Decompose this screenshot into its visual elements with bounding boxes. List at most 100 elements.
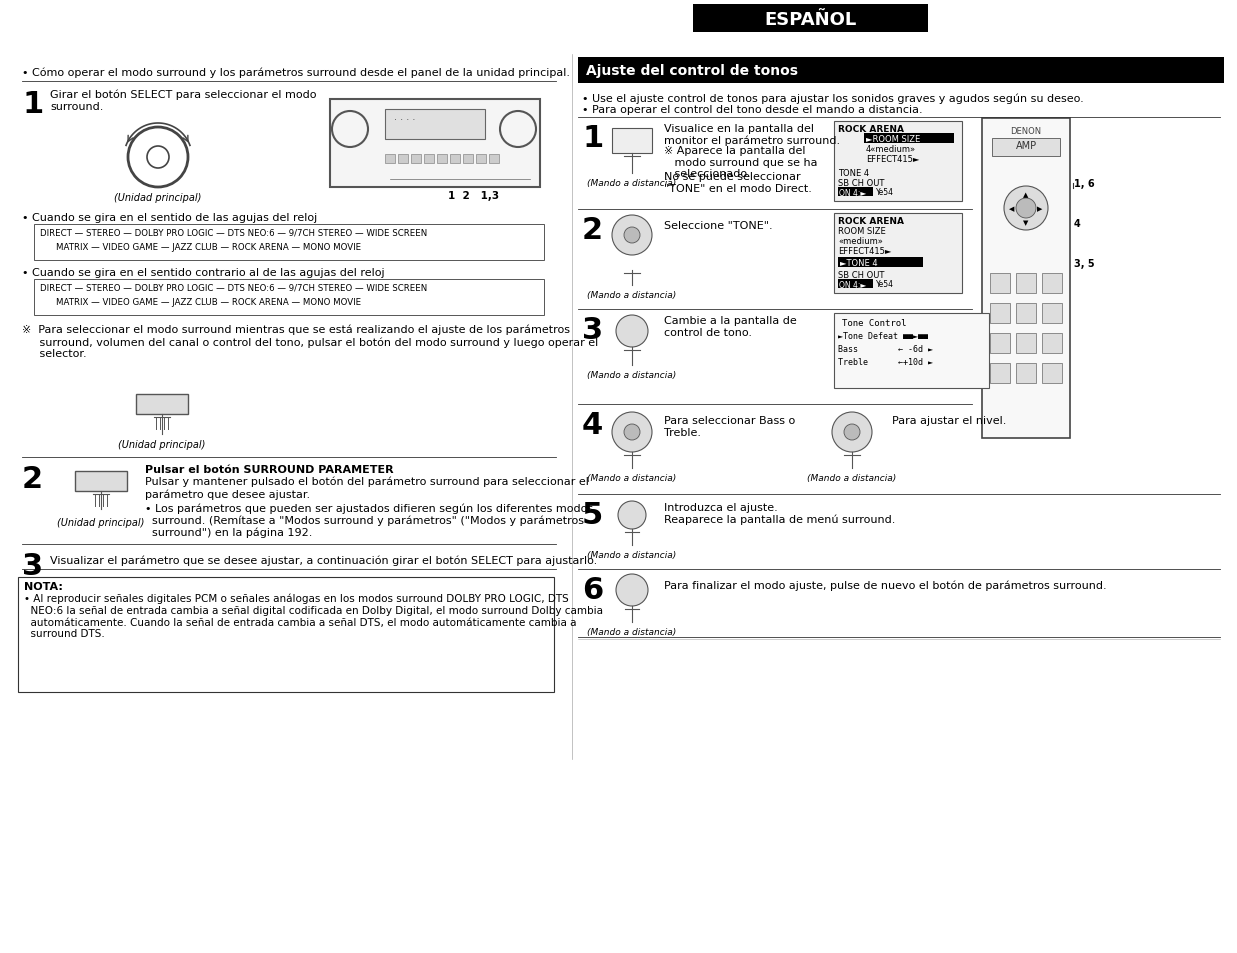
Text: TONE 4: TONE 4 — [837, 169, 870, 178]
Text: 5: 5 — [581, 500, 604, 530]
Text: Treble      ←+10d ►: Treble ←+10d ► — [837, 357, 933, 367]
Text: Pulsar y mantener pulsado el botón del parámetro surround para seleccionar el
pa: Pulsar y mantener pulsado el botón del p… — [145, 476, 589, 499]
Text: (Unidad principal): (Unidad principal) — [119, 439, 205, 450]
Bar — [990, 274, 1009, 294]
Text: 4: 4 — [581, 411, 604, 439]
Bar — [990, 364, 1009, 384]
Text: ※ Aparece la pantalla del
   modo surround que se ha
   seleccionado.: ※ Aparece la pantalla del modo surround … — [664, 146, 818, 179]
Text: • Para operar el control del tono desde el mando a distancia.: • Para operar el control del tono desde … — [581, 105, 923, 115]
Bar — [612, 129, 652, 153]
Bar — [75, 472, 127, 492]
Bar — [463, 154, 473, 164]
Text: • Cuando se gira en el sentido contrario al de las agujas del reloj: • Cuando se gira en el sentido contrario… — [22, 268, 385, 277]
Text: · · · ·: · · · · — [395, 115, 416, 125]
Text: No se puede seleccionar
"TONE" en el modo Direct.: No se puede seleccionar "TONE" en el mod… — [664, 172, 811, 193]
Bar — [330, 100, 541, 188]
Text: Para finalizar el modo ajuste, pulse de nuevo el botón de parámetros surround.: Para finalizar el modo ajuste, pulse de … — [664, 580, 1107, 591]
Circle shape — [623, 228, 640, 244]
Circle shape — [844, 424, 860, 440]
Bar — [476, 154, 486, 164]
Bar — [982, 119, 1070, 438]
Bar — [990, 304, 1009, 324]
Circle shape — [618, 501, 646, 530]
Text: Ye54: Ye54 — [876, 280, 894, 289]
Text: DENON: DENON — [1011, 127, 1042, 136]
Text: 4«medium»: 4«medium» — [866, 145, 917, 153]
Bar — [33, 280, 544, 315]
Text: (Mando a distancia): (Mando a distancia) — [808, 474, 897, 482]
Text: • Los parámetros que pueden ser ajustados difieren según los diferentes modos
  : • Los parámetros que pueden ser ajustado… — [145, 502, 593, 537]
Bar — [398, 154, 408, 164]
Text: 1: 1 — [22, 90, 43, 119]
Text: 2: 2 — [22, 464, 43, 494]
Text: ◀: ◀ — [1009, 206, 1014, 212]
Text: ※  Para seleccionar el modo surround mientras que se está realizando el ajuste d: ※ Para seleccionar el modo surround mien… — [22, 325, 599, 359]
Text: ROOM SIZE: ROOM SIZE — [837, 227, 886, 235]
Bar — [489, 154, 499, 164]
Bar — [1016, 364, 1037, 384]
Text: • Cuando se gira en el sentido de las agujas del reloj: • Cuando se gira en el sentido de las ag… — [22, 213, 317, 223]
Text: 1, 6: 1, 6 — [1074, 179, 1095, 189]
Text: EFFECT415►: EFFECT415► — [866, 154, 919, 164]
Text: • Cómo operar el modo surround y los parámetros surround desde el panel de la un: • Cómo operar el modo surround y los par… — [22, 68, 570, 78]
Bar — [837, 257, 923, 268]
Circle shape — [623, 424, 640, 440]
Bar — [693, 5, 928, 33]
Text: (Mando a distancia): (Mando a distancia) — [588, 627, 677, 637]
Text: «medium»: «medium» — [837, 236, 883, 246]
Text: ▲: ▲ — [1023, 192, 1029, 198]
Text: Para ajustar el nivel.: Para ajustar el nivel. — [892, 416, 1007, 426]
Text: Ye54: Ye54 — [876, 188, 894, 196]
Bar — [834, 314, 990, 389]
Circle shape — [616, 575, 648, 606]
Text: Seleccione "TONE".: Seleccione "TONE". — [664, 221, 773, 231]
Text: (Unidad principal): (Unidad principal) — [57, 517, 145, 527]
Text: 1: 1 — [581, 124, 604, 152]
Text: Para seleccionar Bass o
Treble.: Para seleccionar Bass o Treble. — [664, 416, 795, 437]
Bar — [136, 395, 188, 415]
Text: 1  2   1,3: 1 2 1,3 — [448, 191, 499, 201]
Text: ►TONE 4: ►TONE 4 — [840, 258, 877, 268]
Bar — [33, 225, 544, 261]
Text: DIRECT — STEREO — DOLBY PRO LOGIC — DTS NEO:6 — 9/7CH STEREO — WIDE SCREEN: DIRECT — STEREO — DOLBY PRO LOGIC — DTS … — [40, 284, 427, 293]
Bar — [578, 58, 1223, 84]
Text: ▶: ▶ — [1038, 206, 1043, 212]
Circle shape — [612, 215, 652, 255]
Text: • Al reproducir señales digitales PCM o señales análogas en los modos surround D: • Al reproducir señales digitales PCM o … — [24, 594, 602, 639]
Bar — [1042, 364, 1063, 384]
Text: Ajuste del control de tonos: Ajuste del control de tonos — [586, 64, 798, 78]
Text: 4: 4 — [1074, 219, 1081, 229]
Text: MATRIX — VIDEO GAME — JAZZ CLUB — ROCK ARENA — MONO MOVIE: MATRIX — VIDEO GAME — JAZZ CLUB — ROCK A… — [56, 243, 361, 252]
Text: DIRECT — STEREO — DOLBY PRO LOGIC — DTS NEO:6 — 9/7CH STEREO — WIDE SCREEN: DIRECT — STEREO — DOLBY PRO LOGIC — DTS … — [40, 229, 427, 237]
Text: Introduzca el ajuste.: Introduzca el ajuste. — [664, 502, 778, 513]
Bar — [385, 110, 485, 140]
Bar — [437, 154, 447, 164]
Text: 3, 5: 3, 5 — [1074, 258, 1095, 269]
Text: ON 4:►: ON 4:► — [839, 189, 866, 198]
Bar — [834, 122, 962, 202]
Text: ▼: ▼ — [1023, 220, 1029, 226]
Bar — [1042, 274, 1063, 294]
Text: SB CH OUT: SB CH OUT — [837, 271, 884, 280]
Text: Tone Control: Tone Control — [842, 318, 907, 328]
Text: ESPAÑOL: ESPAÑOL — [764, 11, 857, 29]
Circle shape — [1016, 199, 1037, 219]
Text: (Mando a distancia): (Mando a distancia) — [588, 551, 677, 559]
Text: (Mando a distancia): (Mando a distancia) — [588, 371, 677, 379]
Circle shape — [616, 315, 648, 348]
Bar — [837, 280, 873, 289]
Circle shape — [833, 413, 872, 453]
Circle shape — [1004, 187, 1048, 231]
Text: SB CH OUT: SB CH OUT — [837, 179, 884, 188]
Bar — [450, 154, 460, 164]
Text: Visualizar el parámetro que se desee ajustar, a continuación girar el botón SELE: Visualizar el parámetro que se desee aju… — [49, 556, 597, 566]
Text: • Use el ajuste control de tonos para ajustar los sonidos graves y agudos según : • Use el ajuste control de tonos para aj… — [581, 92, 1084, 103]
Text: (Unidad principal): (Unidad principal) — [114, 193, 202, 203]
Bar — [834, 213, 962, 294]
Bar — [1042, 304, 1063, 324]
Bar — [990, 334, 1009, 354]
Text: EFFECT415►: EFFECT415► — [837, 247, 892, 255]
Bar — [863, 133, 954, 144]
Bar — [1042, 334, 1063, 354]
Bar — [411, 154, 421, 164]
